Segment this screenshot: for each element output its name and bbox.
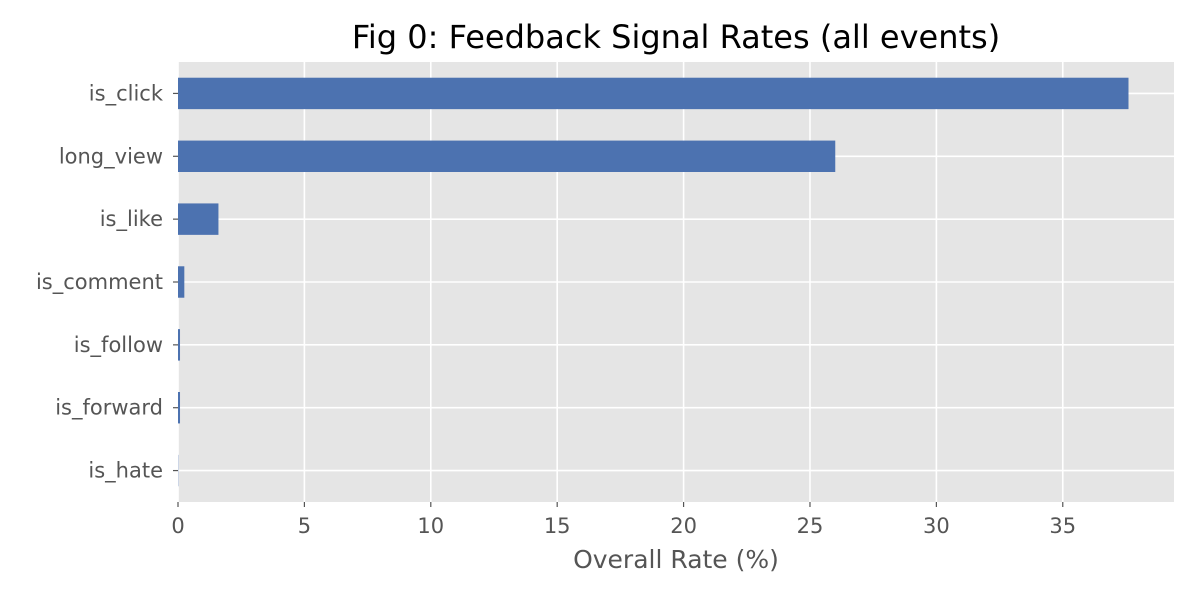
y-tick-label: is_comment xyxy=(36,270,163,295)
bar-is-follow xyxy=(178,329,181,361)
x-tick-label: 25 xyxy=(797,514,824,538)
bar-is-like xyxy=(178,203,219,235)
x-tick-label: 0 xyxy=(171,514,184,538)
x-tick-label: 5 xyxy=(298,514,311,538)
x-tick-label: 20 xyxy=(670,514,697,538)
bar-is-click xyxy=(178,77,1129,110)
y-tick-label: is_hate xyxy=(88,459,163,484)
x-tick-label: 35 xyxy=(1049,514,1076,538)
x-tick-labels: 0 5 10 15 20 25 30 35 xyxy=(171,502,1076,538)
x-tick-label: 30 xyxy=(923,514,950,538)
x-tick-label: 15 xyxy=(544,514,571,538)
bar-is-forward xyxy=(178,392,181,424)
x-axis-label: Overall Rate (%) xyxy=(573,545,779,574)
bar-is-comment xyxy=(178,266,185,298)
bar-long-view xyxy=(178,140,836,172)
y-tick-label: is_follow xyxy=(74,333,163,358)
y-tick-label: is_like xyxy=(100,207,163,232)
y-tick-label: is_forward xyxy=(55,396,163,421)
chart-title: Fig 0: Feedback Signal Rates (all events… xyxy=(352,18,1000,56)
bars xyxy=(178,77,1129,487)
y-tick-label: is_click xyxy=(89,81,164,106)
y-tick-label: long_view xyxy=(59,144,163,169)
y-tick-labels: is_click long_view is_like is_comment is_fol… xyxy=(36,81,178,484)
x-tick-label: 10 xyxy=(417,514,444,538)
